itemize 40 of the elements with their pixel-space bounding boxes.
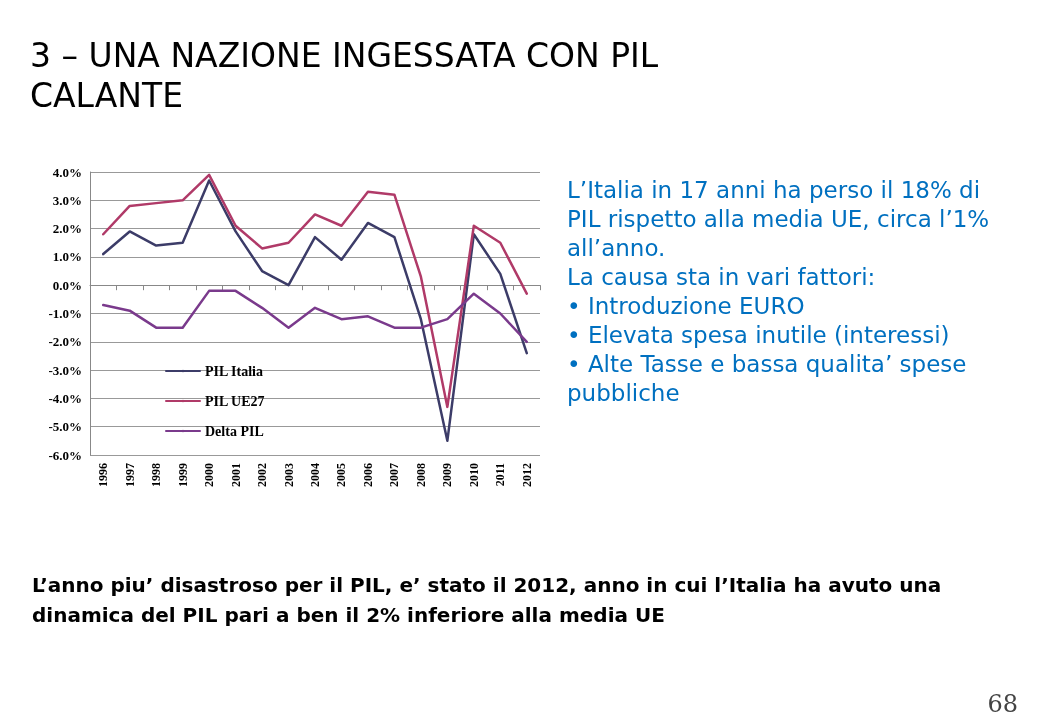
text: • Alte Tasse e bassa qualita’ spese pubbliche	[567, 350, 968, 408]
text: L’anno piu’ disastroso per il PIL, e’ stato il 2012, anno in cui l’Italia ha avuto una dinamica del PIL pari a ben il 2% inferiore alla media UE	[32, 572, 943, 629]
legend-label: PIL UE27	[205, 393, 265, 409]
y-tick-label: -1.0%	[48, 306, 82, 321]
x-tick-label: 2002	[255, 463, 270, 487]
y-tick-label: -3.0%	[48, 362, 82, 378]
x-tick-label: 2010	[466, 463, 481, 487]
legend-label: Delta PIL	[205, 423, 264, 439]
text: La causa sta in vari fattori:	[567, 263, 877, 292]
y-tick-label: 4.0%	[52, 164, 82, 180]
x-tick-label: 2004	[308, 463, 322, 487]
legend-label: PIL Italia	[205, 363, 263, 379]
x-tick-label: 2009	[440, 463, 455, 487]
x-tick-label: 1999	[175, 463, 190, 487]
line-series	[101, 289, 529, 344]
y-tick-label: 0.0%	[52, 277, 82, 293]
y-tick-label: 1.0%	[52, 249, 82, 265]
x-tick-label: 2011	[493, 463, 508, 487]
chart-title: 3 – UNA NAZIONE INGESSATA CON PIL CALANTE	[30, 36, 660, 116]
x-tick-label: 2012	[519, 463, 534, 487]
y-tick-label: -4.0%	[48, 390, 82, 406]
text: • Introduzione EURO	[567, 292, 806, 321]
text: L’Italia in 17 anni ha perso il 18% di PIL rispetto alla media UE, circa l’1% all’anno.	[567, 176, 991, 263]
y-tick-label: -5.0%	[48, 419, 82, 435]
x-tick-label: 2006	[360, 463, 375, 487]
y-tick-label: 2.0%	[52, 221, 82, 237]
x-tick-label: 1996	[96, 463, 111, 487]
x-tick-label: 2007	[387, 463, 402, 487]
x-tick-label: 2001	[228, 463, 243, 487]
text: 68	[987, 690, 1018, 718]
x-tick-label: 1998	[149, 463, 164, 487]
x-tick-label: 1997	[122, 463, 137, 487]
x-tick-label: 2000	[202, 463, 217, 487]
y-tick-label: -6.0%	[48, 447, 82, 463]
y-tick-label: 3.0%	[52, 192, 82, 208]
y-tick-label: -2.0%	[48, 334, 82, 350]
x-tick-label: 2005	[334, 463, 349, 487]
text: • Elevata spesa inutile (interessi)	[567, 321, 951, 350]
x-tick-label: 2008	[413, 463, 428, 487]
x-tick-label: 2003	[281, 463, 296, 487]
